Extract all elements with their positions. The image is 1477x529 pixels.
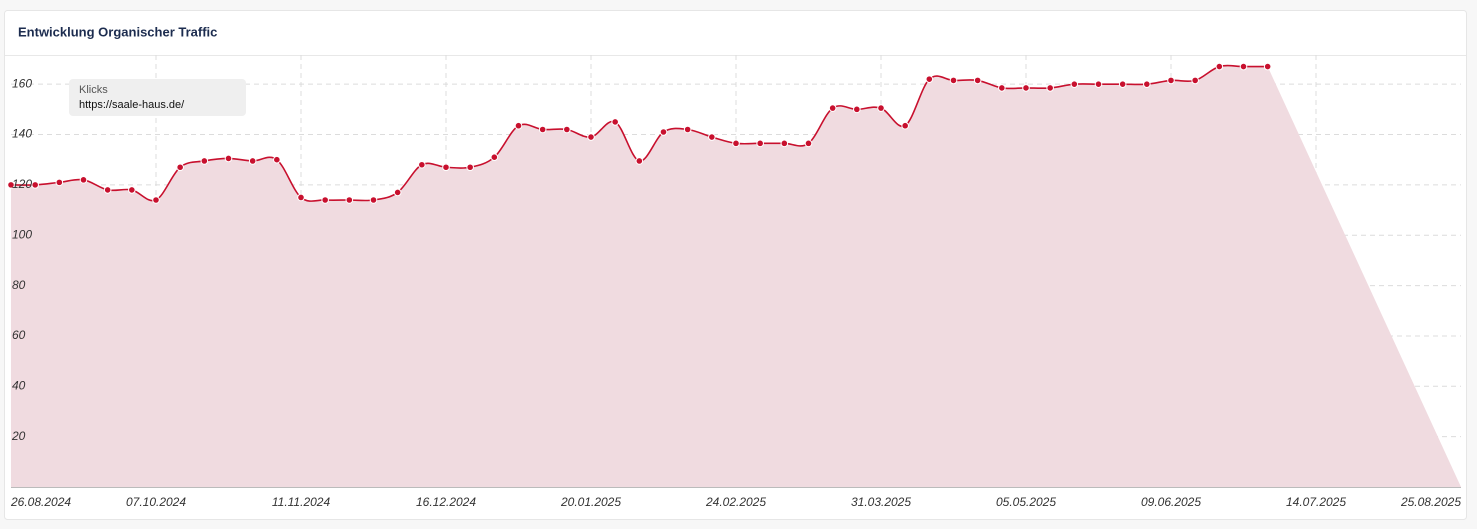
y-tick-label: 100: [12, 227, 32, 241]
point: [128, 186, 136, 194]
x-tick-label: 25.08.2025: [1400, 495, 1461, 509]
point: [152, 196, 160, 204]
point: [780, 139, 789, 148]
point: [200, 157, 209, 165]
x-tick-label: 31.03.2025: [851, 495, 911, 509]
point: [998, 84, 1006, 92]
y-tick-label: 20: [11, 429, 26, 443]
point: [1022, 84, 1030, 92]
point: [563, 125, 571, 134]
point: [297, 193, 305, 202]
point: [1167, 76, 1175, 85]
point: [732, 139, 740, 148]
point: [466, 163, 474, 172]
point: [1143, 80, 1151, 88]
point: [79, 176, 88, 184]
point: [708, 133, 716, 141]
point: [1239, 62, 1248, 71]
area: [11, 65, 1461, 488]
point: [949, 76, 958, 85]
x-tick-label: 16.12.2024: [416, 495, 476, 509]
point: [442, 163, 450, 172]
legend: Klicks https://saale-haus.de/: [69, 79, 246, 116]
point: [1191, 76, 1199, 85]
point: [55, 178, 64, 187]
point: [224, 154, 233, 163]
x-tick-label: 20.01.2025: [560, 495, 621, 509]
point: [925, 75, 934, 83]
point: [611, 118, 619, 126]
y-tick-label: 80: [12, 278, 26, 292]
x-tick-label: 26.08.2024: [10, 495, 71, 509]
point: [1070, 80, 1079, 88]
point: [490, 153, 499, 161]
point: [1263, 62, 1272, 71]
point: [901, 121, 909, 130]
point: [1046, 84, 1054, 92]
y-tick-label: 140: [12, 127, 32, 141]
point: [538, 125, 547, 134]
y-tick-label: 120: [12, 177, 32, 191]
x-tick-label: 24.02.2025: [705, 495, 766, 509]
point: [31, 181, 39, 189]
point: [248, 157, 257, 165]
point: [635, 157, 644, 165]
chart-title: Entwicklung Organischer Traffic: [18, 24, 217, 39]
point: [7, 181, 15, 189]
y-tick-label: 40: [12, 378, 26, 392]
point: [103, 186, 112, 194]
point: [393, 188, 402, 197]
legend-entry: https://saale-haus.de/: [79, 99, 185, 111]
point: [1094, 80, 1103, 88]
y-tick-label: 160: [12, 76, 32, 90]
point: [756, 139, 764, 148]
point: [587, 133, 595, 141]
point: [514, 121, 523, 130]
point: [828, 104, 837, 112]
x-tick-label: 09.06.2025: [1141, 495, 1201, 509]
point: [659, 128, 668, 136]
x-tick-label: 07.10.2024: [126, 495, 186, 509]
y-tick-label: 60: [12, 328, 26, 342]
point: [321, 196, 329, 204]
point: [1118, 80, 1127, 88]
legend-title: Klicks: [79, 84, 108, 96]
legend-box: [69, 79, 246, 116]
point: [683, 125, 692, 134]
point: [877, 104, 885, 112]
x-tick-label: 14.07.2025: [1286, 495, 1346, 509]
point: [369, 196, 378, 204]
point: [345, 196, 354, 204]
point: [273, 155, 281, 164]
point: [418, 160, 426, 169]
plot: 20 40 60 80 100 120 140 160 26.08.2024 07.10.2024…: [7, 55, 1461, 509]
x-tick-label: 05.05.2025: [996, 495, 1056, 509]
point: [853, 105, 861, 114]
point: [1215, 62, 1224, 71]
x-tick-label: 11.11.2024: [272, 495, 331, 509]
point: [973, 76, 982, 85]
point: [804, 139, 813, 148]
point: [176, 163, 184, 172]
